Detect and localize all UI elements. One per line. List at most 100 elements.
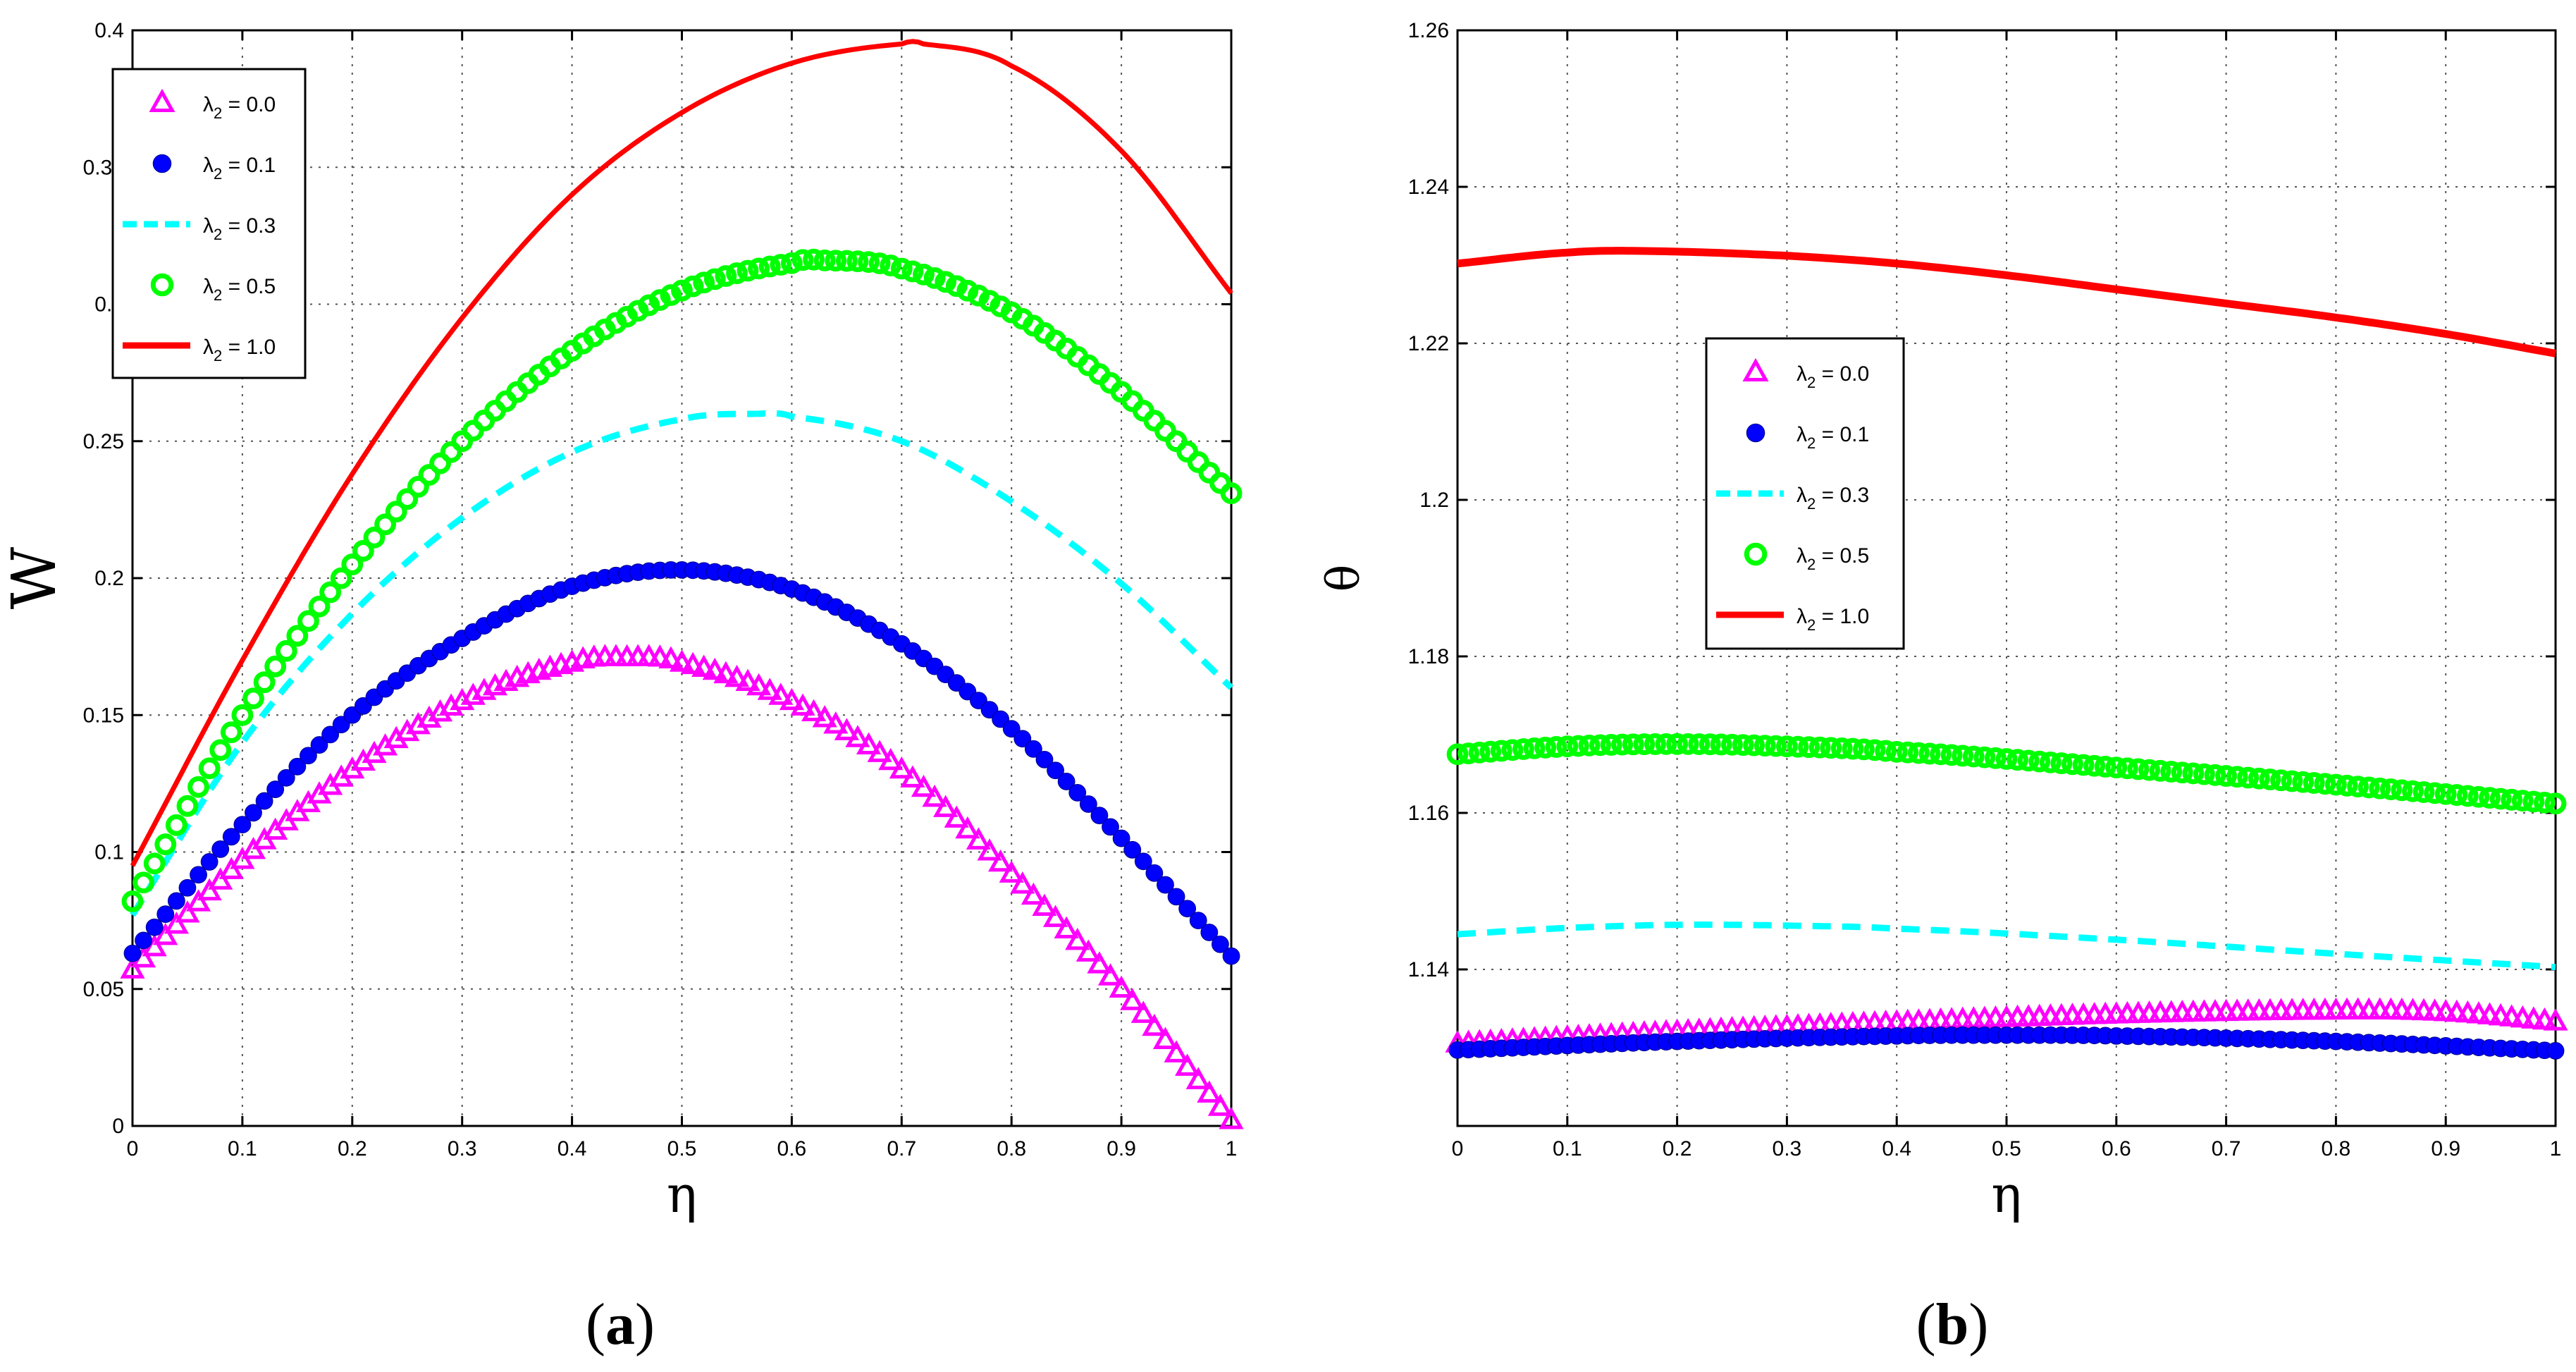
series-circle (1446, 733, 2567, 815)
data-point (2039, 751, 2062, 773)
data-point (2511, 790, 2534, 812)
data-point (823, 711, 849, 734)
series-triangle (120, 644, 1244, 1129)
data-point (2314, 773, 2336, 795)
legend-label-value: = 0.3 (1816, 484, 1869, 507)
legend-label: λ2 = 1.0 (203, 336, 276, 365)
data-point (846, 250, 869, 272)
data-point (956, 279, 979, 302)
data-point (680, 651, 705, 675)
data-point (120, 956, 145, 979)
data-point (1021, 882, 1046, 905)
x-tick-label: 0.7 (2212, 1137, 2241, 1160)
data-point (264, 655, 287, 678)
x-tick-label: 0.8 (2322, 1137, 2351, 1160)
data-point (1185, 1067, 1211, 1089)
data-point (2455, 1000, 2480, 1023)
data-point (153, 922, 178, 945)
data-point (1545, 736, 1567, 758)
data-point (2028, 750, 2051, 773)
data-point (1446, 743, 1469, 766)
data-point (185, 889, 211, 912)
data-point (1688, 733, 1711, 755)
legend-label-symbol: λ (1797, 423, 1807, 446)
data-point (2336, 774, 2358, 797)
data-point (999, 860, 1024, 883)
data-point (1523, 737, 1546, 759)
data-point (310, 736, 328, 754)
data-point (308, 595, 331, 618)
data-point (834, 718, 859, 740)
legend-swatch (152, 154, 172, 173)
data-point (737, 259, 759, 282)
y-tick-label: 0 (112, 1115, 124, 1138)
data-point (2534, 791, 2556, 814)
data-point (1589, 734, 1611, 757)
data-point (2444, 999, 2470, 1022)
panel-label-paren: ) (635, 1292, 655, 1357)
y-tick-label: 1.16 (1408, 802, 1449, 825)
data-point (176, 795, 199, 817)
data-point (352, 539, 374, 562)
data-point (266, 780, 285, 798)
data-point (297, 610, 319, 632)
data-point (1189, 912, 1207, 930)
data-point (2215, 765, 2238, 787)
legend-label-value: = 0.1 (1816, 423, 1869, 446)
data-point (2160, 761, 2183, 783)
data-point (2488, 1003, 2513, 1026)
data-point (1219, 1107, 1244, 1129)
data-point (190, 866, 207, 884)
data-point (2424, 782, 2446, 804)
data-point (724, 664, 750, 687)
data-point (2510, 1005, 2535, 1028)
data-point (945, 275, 968, 298)
data-point (242, 687, 264, 710)
data-point (1152, 1027, 1178, 1049)
data-point (233, 816, 252, 834)
data-point (1754, 735, 1776, 757)
data-point (2083, 754, 2106, 777)
y-tick-label: 0.1 (94, 841, 124, 864)
data-point (713, 661, 739, 684)
data-point (813, 249, 836, 271)
data-point (1677, 733, 1699, 755)
data-point (1699, 733, 1721, 756)
data-point (321, 725, 340, 744)
data-point (2127, 758, 2150, 780)
data-point (2546, 1042, 2565, 1060)
data-point (418, 464, 440, 486)
data-point (1024, 740, 1042, 758)
data-point (2281, 770, 2303, 792)
data-point (1798, 736, 1820, 759)
data-point (691, 654, 717, 677)
y-tick-label: 0.25 (83, 430, 124, 453)
data-point (1197, 1080, 1222, 1103)
data-point (1732, 734, 1754, 757)
series-solid (130, 39, 1233, 867)
x-tick-label: 1 (2550, 1137, 2562, 1160)
legend-label: λ2 = 0.0 (1797, 362, 1869, 391)
series-dashed (130, 410, 1234, 917)
data-point (2017, 749, 2040, 772)
data-point (845, 725, 870, 747)
data-point (669, 649, 695, 672)
x-tick-label: 0.3 (448, 1137, 477, 1160)
data-point (1776, 735, 1798, 758)
data-point (363, 526, 386, 549)
data-point (1490, 740, 1512, 762)
data-point (1057, 773, 1076, 790)
data-point (1512, 738, 1534, 760)
data-point (890, 257, 913, 280)
data-point (2204, 764, 2226, 786)
data-point (702, 657, 727, 680)
data-point (1157, 876, 1174, 894)
data-point (2072, 754, 2095, 776)
data-point (935, 271, 957, 293)
x-tick-label: 0.5 (667, 1137, 697, 1160)
data-point (1666, 733, 1689, 755)
data-point (1633, 733, 1656, 755)
data-point (1973, 746, 1996, 768)
data-point (923, 267, 946, 289)
data-point (1002, 720, 1021, 738)
